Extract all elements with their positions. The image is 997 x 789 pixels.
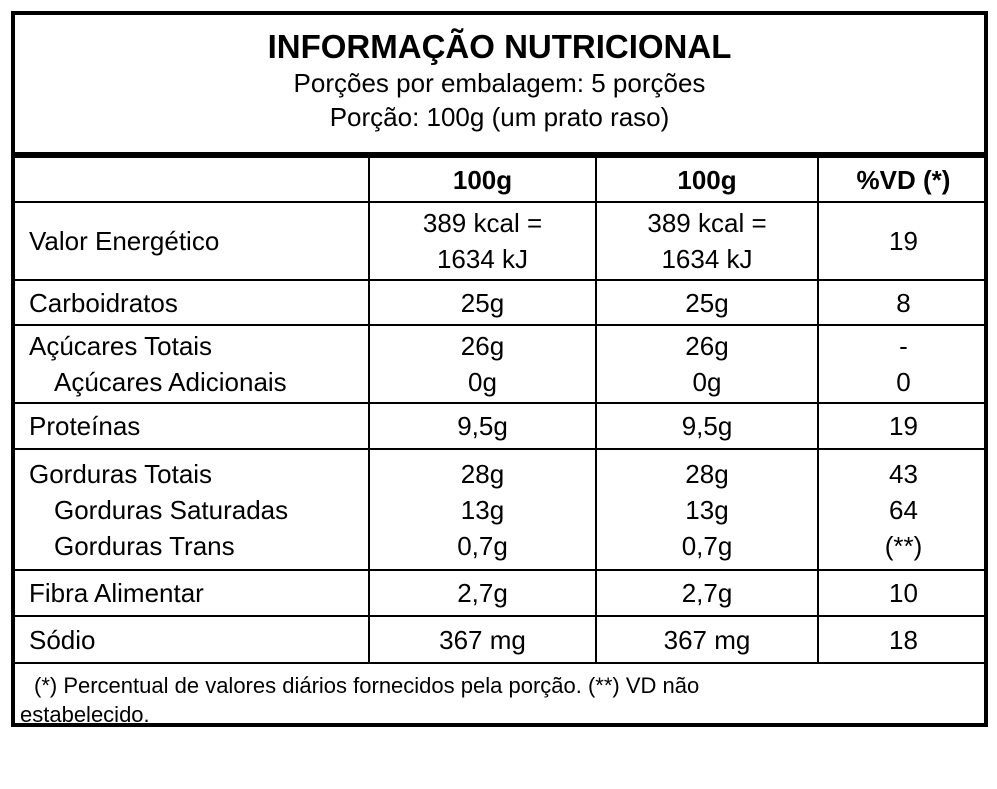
daily-value-cell: 10	[817, 569, 988, 617]
amount-100g-b-cell: 25g	[595, 279, 819, 326]
footnote: (*) Percentual de valores diários fornec…	[15, 664, 984, 729]
footnote-line-2: estabelecido.	[20, 702, 150, 727]
nutrient-name-cell: Gorduras Totais Gorduras Saturadas Gordura…	[15, 448, 370, 571]
amount-100g-b-cell: 26g 0g	[595, 324, 819, 404]
nutrient-name: Gorduras Totais	[29, 458, 213, 489]
cell-value: -	[899, 331, 908, 361]
nutrient-name-cell: Fibra Alimentar	[15, 569, 370, 617]
amount-100g-b-cell: 2,7g	[595, 569, 819, 617]
column-header-row: 100g 100g %VD (*)	[15, 156, 988, 203]
cell-value: 26g	[460, 331, 505, 361]
daily-value-cell: 19	[817, 201, 988, 281]
cell-value: 18	[889, 624, 918, 655]
cell-value: 64	[889, 494, 918, 525]
nutrient-name: Gorduras Saturadas	[54, 494, 289, 525]
daily-value-cell: -0	[817, 324, 988, 404]
cell-value: 28g	[460, 458, 505, 489]
cell-value: 367 mg	[663, 624, 751, 655]
nutrient-name: Gorduras Trans	[54, 530, 235, 561]
daily-value-cell: 19	[817, 402, 988, 450]
cell-value: 0g	[692, 367, 722, 397]
nutrient-name: Proteínas	[29, 411, 141, 441]
cell-value: 25g	[685, 287, 729, 318]
cell-value: 0g	[468, 367, 497, 397]
table-row: Proteínas 9,5g 9,5g 19	[15, 402, 988, 450]
table-row: Gorduras Totais Gorduras Saturadas Gordura…	[15, 448, 988, 571]
amount-100g-b-cell: 367 mg	[595, 615, 819, 664]
cell-value: 367 mg	[439, 624, 526, 655]
table-row: Fibra Alimentar 2,7g 2,7g 10	[15, 569, 988, 617]
table-row: Açúcares Totais Açúcares Adicionais 26g 0g 2…	[15, 324, 988, 404]
cell-value: 10	[889, 578, 918, 608]
nutrition-table: 100g 100g %VD (*) Valor Energético 389 kc…	[15, 156, 988, 664]
amount-100g-a-cell: 367 mg	[368, 615, 597, 664]
nutrition-facts-label: INFORMAÇÃO NUTRICIONAL Porções por embal…	[11, 11, 988, 727]
amount-100g-a-cell: 9,5g	[368, 402, 597, 450]
nutrient-name: Fibra Alimentar	[29, 578, 204, 608]
cell-value: 1634 kJ	[661, 244, 753, 274]
nutrient-name: Açúcares Totais	[29, 331, 213, 361]
amount-100g-a-cell: 28g 13g 0,7g	[368, 448, 597, 571]
label-title: INFORMAÇÃO NUTRICIONAL	[267, 28, 732, 65]
amount-100g-b-cell: 389 kcal = 1634 kJ	[595, 201, 819, 281]
cell-value: 19	[889, 226, 918, 256]
cell-value: 25g	[460, 287, 505, 318]
servings-per-package: Porções por embalagem: 5 porções	[293, 68, 706, 98]
label-header: INFORMAÇÃO NUTRICIONAL Porções por embal…	[15, 15, 984, 156]
cell-value: 13g	[460, 494, 505, 525]
column-header-100g-b: 100g	[595, 156, 819, 203]
cell-value: 2,7g	[681, 578, 733, 608]
nutrient-name: Sódio	[29, 624, 96, 655]
amount-100g-a-cell: 389 kcal = 1634 kJ	[368, 201, 597, 281]
cell-value: 8	[896, 287, 911, 318]
nutrient-name-cell: Açúcares Totais Açúcares Adicionais	[15, 324, 370, 404]
nutrient-name: Valor Energético	[29, 226, 220, 256]
cell-value: 19	[889, 411, 918, 441]
daily-value-cell: 43 64 (**)	[817, 448, 988, 571]
amount-100g-b-cell: 28g 13g 0,7g	[595, 448, 819, 571]
cell-value: 26g	[685, 331, 729, 361]
cell-value: 389 kcal =	[647, 208, 767, 238]
cell-value: 2,7g	[457, 578, 508, 608]
nutrient-name: Açúcares Adicionais	[54, 367, 287, 397]
cell-value: 9,5g	[457, 411, 508, 441]
cell-value: 1634 kJ	[436, 244, 529, 274]
footnote-line-1: (*) Percentual de valores diários fornec…	[34, 673, 700, 698]
cell-value: 9,5g	[681, 411, 733, 441]
cell-value: 43	[889, 458, 918, 489]
daily-value-cell: 8	[817, 279, 988, 326]
cell-value: 28g	[685, 458, 729, 489]
nutrient-name-cell: Sódio	[15, 615, 370, 664]
cell-value: (**)	[884, 530, 923, 561]
nutrient-name-cell: Valor Energético	[15, 201, 370, 281]
nutrient-name-cell: Proteínas	[15, 402, 370, 450]
serving-size: Porção: 100g (um prato raso)	[329, 102, 670, 132]
amount-100g-b-cell: 9,5g	[595, 402, 819, 450]
cell-value: 0	[896, 367, 911, 397]
table-row: Valor Energético 389 kcal = 1634 kJ 389 kca…	[15, 201, 988, 281]
column-header-100g-a: 100g	[368, 156, 597, 203]
cell-value: 0,7g	[681, 530, 733, 561]
cell-value: 0,7g	[457, 530, 508, 561]
column-header-nutrient	[15, 156, 370, 203]
amount-100g-a-cell: 2,7g	[368, 569, 597, 617]
nutrient-name: Carboidratos	[29, 287, 178, 318]
cell-value: 13g	[685, 494, 729, 525]
daily-value-cell: 18	[817, 615, 988, 664]
amount-100g-a-cell: 25g	[368, 279, 597, 326]
amount-100g-a-cell: 26g 0g	[368, 324, 597, 404]
cell-value: 389 kcal =	[422, 208, 543, 238]
nutrient-name-cell: Carboidratos	[15, 279, 370, 326]
column-header-vd: %VD (*)	[817, 156, 988, 203]
table-row: Carboidratos 25g 25g 8	[15, 279, 988, 326]
table-row: Sódio 367 mg 367 mg 18	[15, 615, 988, 664]
